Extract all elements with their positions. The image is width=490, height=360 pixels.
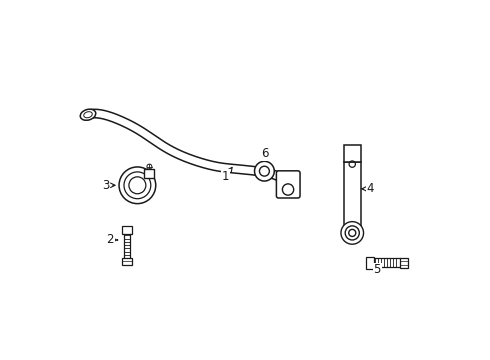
- Text: 6: 6: [261, 147, 268, 160]
- Bar: [344, 145, 361, 162]
- Circle shape: [341, 222, 364, 244]
- Text: 3: 3: [102, 179, 115, 192]
- Bar: [122, 258, 132, 265]
- Circle shape: [124, 172, 151, 199]
- Bar: [145, 170, 154, 178]
- Circle shape: [129, 177, 146, 194]
- Bar: [366, 257, 374, 269]
- Circle shape: [349, 229, 356, 237]
- Circle shape: [147, 164, 152, 169]
- Text: 2: 2: [106, 234, 118, 247]
- Circle shape: [119, 167, 156, 204]
- Text: 5: 5: [373, 264, 381, 276]
- Polygon shape: [86, 109, 293, 189]
- Ellipse shape: [80, 109, 96, 120]
- Text: 1: 1: [222, 167, 232, 183]
- Text: 4: 4: [362, 182, 374, 195]
- Bar: [400, 258, 408, 268]
- Bar: [344, 162, 361, 228]
- Bar: [122, 226, 132, 234]
- FancyBboxPatch shape: [276, 171, 300, 198]
- Circle shape: [260, 166, 270, 176]
- Circle shape: [254, 161, 274, 181]
- Circle shape: [345, 226, 359, 240]
